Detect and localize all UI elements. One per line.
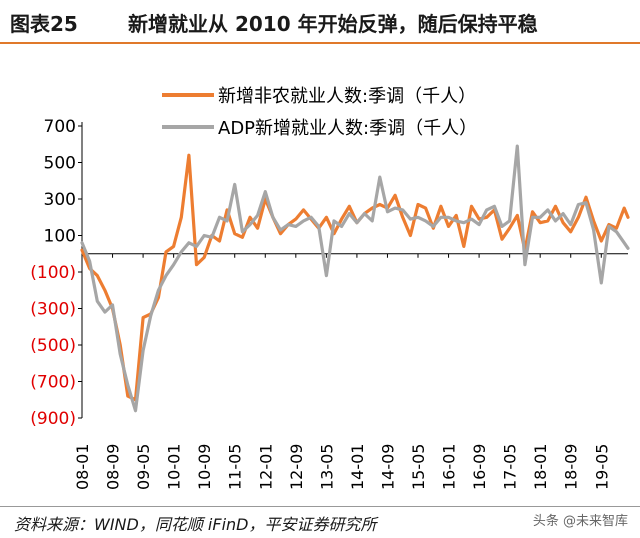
x-tick-label: 13-05 — [317, 444, 336, 491]
y-tick-label: 700 — [44, 117, 76, 137]
x-tick-label: 14-01 — [348, 444, 367, 491]
series-group — [80, 144, 630, 413]
x-tick-label: 18-01 — [531, 444, 550, 491]
y-tick-label: (900) — [30, 409, 76, 429]
legend-label-2: ADP新增就业人数:季调（千人） — [218, 118, 477, 139]
y-tick-label: (500) — [30, 336, 76, 356]
y-tick-label: (700) — [30, 373, 76, 393]
x-axis: 08-01 08-09 09-05 10-01 10-09 11-05 12-01 12-09… — [73, 253, 628, 491]
source-note: 资料来源：WIND，同花顺 iFinD，平安证券研究所 — [14, 515, 377, 534]
x-tick-label: 10-01 — [165, 444, 184, 491]
y-tick-label: (100) — [30, 263, 76, 283]
title-rule — [0, 42, 640, 44]
x-tick-label: 08-01 — [73, 444, 92, 491]
x-tick-label: 16-09 — [470, 443, 489, 490]
legend: 新增非农就业人数:季调（千人） ADP新增就业人数:季调（千人） — [162, 86, 477, 139]
x-tick-label: 19-05 — [592, 444, 611, 491]
x-tick-label: 18-09 — [562, 444, 581, 491]
x-tick-label: 09-05 — [134, 444, 153, 491]
series-line-2 — [80, 144, 630, 413]
y-tick-label: (300) — [30, 300, 76, 320]
line-chart: 新增非农就业人数:季调（千人） ADP新增就业人数:季调（千人） 700 500 30… — [30, 86, 630, 491]
watermark: 头条 @未来智库 — [532, 514, 628, 529]
y-tick-label: 100 — [44, 227, 76, 247]
y-axis: 700 500 300 100 (100) (300) (500) (700) (900) — [30, 117, 83, 429]
x-tick-label: 10-09 — [195, 444, 214, 491]
x-tick-label: 16-01 — [440, 444, 459, 491]
x-tick-label: 12-01 — [256, 444, 275, 491]
y-tick-label: 500 — [44, 154, 76, 174]
legend-label-1: 新增非农就业人数:季调（千人） — [218, 86, 476, 107]
x-tick-label: 14-09 — [378, 444, 397, 491]
footer-rule — [0, 506, 640, 507]
x-tick-label: 12-09 — [287, 444, 306, 491]
x-tick-label: 15-05 — [409, 444, 428, 491]
x-tick-label: 17-05 — [501, 444, 520, 491]
chart-title: 新增就业从 2010 年开始反弹，随后保持平稳 — [128, 12, 538, 36]
x-tick-label: 08-09 — [104, 444, 123, 491]
x-tick-label: 11-05 — [226, 444, 245, 491]
title-bar: 图表25 新增就业从 2010 年开始反弹，随后保持平稳 — [0, 0, 640, 40]
figure-label: 图表25 — [10, 12, 78, 36]
y-tick-label: 300 — [44, 190, 76, 210]
